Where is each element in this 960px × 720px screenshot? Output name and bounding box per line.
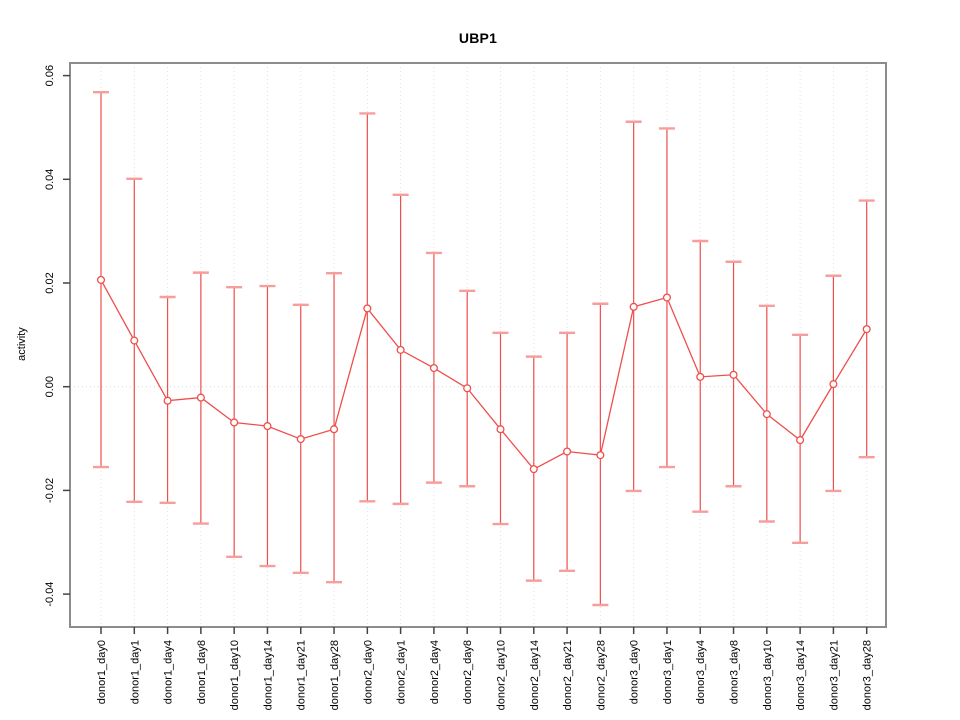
data-point xyxy=(263,422,272,431)
data-point xyxy=(296,435,305,444)
x-tick-label: donor1_day21 xyxy=(296,640,308,710)
y-tick-label: 0.06 xyxy=(44,65,56,86)
data-point xyxy=(496,425,505,434)
data-point xyxy=(196,393,205,402)
x-tick-label: donor2_day21 xyxy=(562,640,574,710)
x-tick-label: donor1_day4 xyxy=(163,640,175,704)
y-tick-label: 0.00 xyxy=(44,376,56,397)
x-tick-label: donor2_day1 xyxy=(396,640,408,704)
data-point xyxy=(762,410,771,419)
data-point xyxy=(96,275,106,284)
data-point xyxy=(829,380,838,389)
x-tick-label: donor3_day14 xyxy=(795,640,807,710)
y-tick-label: 0.02 xyxy=(44,272,56,293)
data-point xyxy=(662,293,672,302)
data-point xyxy=(463,384,472,393)
data-point xyxy=(230,418,239,427)
x-tick-label: donor3_day4 xyxy=(695,640,707,704)
series-line xyxy=(100,279,868,470)
y-tick-label: 0.04 xyxy=(44,169,56,190)
x-tick-label: donor2_day4 xyxy=(429,640,441,704)
x-tick-label: donor3_day8 xyxy=(729,640,741,704)
x-tick-label: donor1_day8 xyxy=(196,640,208,704)
x-tick-label: donor2_day0 xyxy=(362,640,374,704)
x-tick-label: donor3_day0 xyxy=(629,640,641,704)
data-point xyxy=(796,436,805,445)
data-point xyxy=(163,396,172,405)
x-tick-label: donor2_day28 xyxy=(595,640,607,710)
x-tick-label: donor1_day28 xyxy=(329,640,341,710)
x-tick-label: donor1_day14 xyxy=(262,640,274,710)
data-point xyxy=(363,304,372,313)
data-point xyxy=(130,336,139,345)
x-tick-label: donor1_day0 xyxy=(96,640,108,704)
plot-box xyxy=(69,62,887,628)
data-point xyxy=(563,447,572,456)
x-tick-label: donor3_day10 xyxy=(762,640,774,710)
data-point xyxy=(596,451,605,460)
x-tick-label: donor2_day8 xyxy=(462,640,474,704)
x-tick-label: donor1_day10 xyxy=(229,640,241,710)
y-tick-label: -0.02 xyxy=(44,478,56,503)
data-point xyxy=(696,372,705,381)
data-point xyxy=(429,363,438,373)
x-tick-label: donor3_day1 xyxy=(662,640,674,704)
data-point xyxy=(529,465,538,474)
data-point xyxy=(396,345,405,354)
data-point xyxy=(629,302,638,311)
x-tick-label: donor2_day10 xyxy=(495,640,507,710)
y-tick-label: -0.04 xyxy=(44,582,56,607)
x-tick-label: donor3_day21 xyxy=(828,640,840,710)
chart-title: UBP1 xyxy=(458,30,498,46)
x-tick-label: donor1_day1 xyxy=(129,640,141,704)
x-tick-label: donor2_day14 xyxy=(529,640,541,710)
x-tick-label: donor3_day28 xyxy=(862,640,874,710)
data-point xyxy=(729,370,738,379)
data-point xyxy=(862,325,871,334)
data-point xyxy=(329,425,339,434)
